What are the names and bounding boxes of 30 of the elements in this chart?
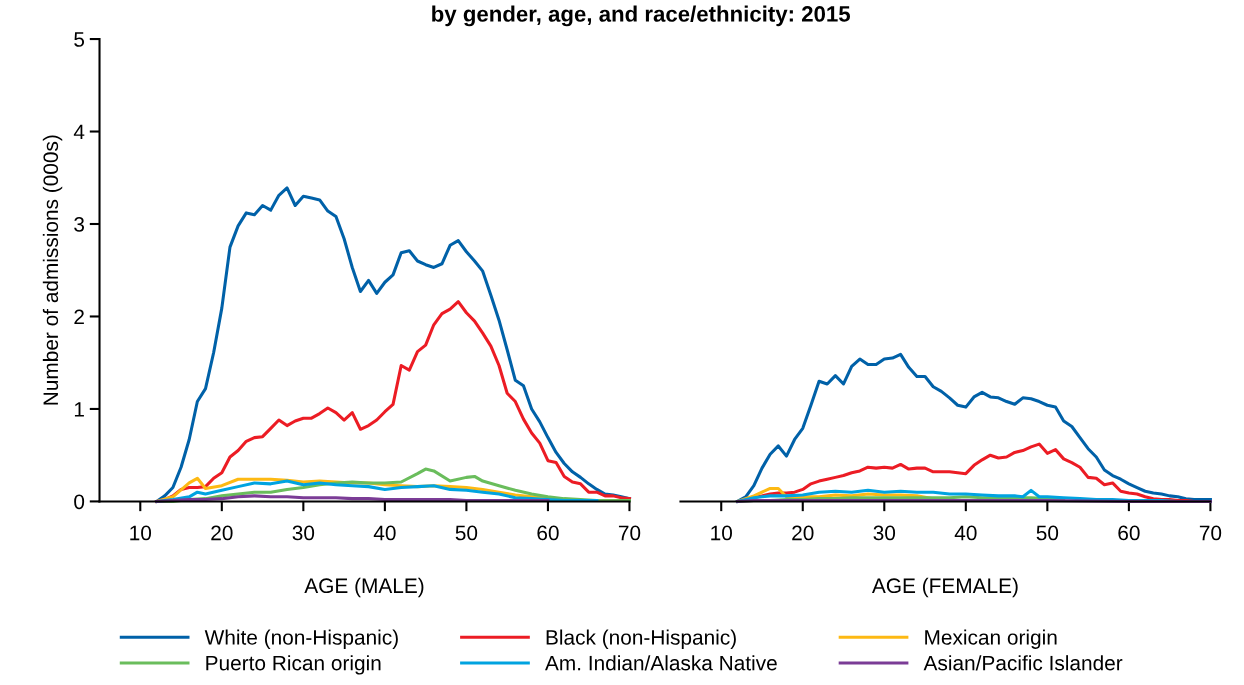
y-tick-label: 4 [73,124,85,140]
x-tick-label: 70 [1199,525,1222,541]
legend-label: Puerto Rican origin [206,655,381,675]
legend-label: Mexican origin [925,629,1057,649]
y-axis-title: Number of admissions (000s) [42,135,63,405]
x-tick-label: 60 [1118,525,1140,541]
x-tick-label: 50 [1036,525,1059,541]
legend-label: White (non-Hispanic) [204,629,398,649]
y-tick-label: 5 [74,32,85,47]
x-tick-label: 20 [211,525,233,541]
x-tick-label: 10 [711,525,733,541]
legend-label: Black (non-Hispanic) [546,629,736,649]
x-tick-label: 70 [618,525,641,541]
x-tick-label: 10 [130,525,152,541]
x-tick-label: 20 [792,525,814,541]
chart-title: by gender, age, and race/ethnicity: 2015 [432,5,851,27]
x-tick-label: 60 [537,525,559,541]
x-tick-label: 50 [455,525,478,541]
x-tick-label: 40 [373,525,396,541]
x-tick-label: 30 [292,525,315,541]
legend-label: Am. Indian/Alaska Native [545,655,777,671]
y-tick-label: 0 [74,494,85,510]
y-tick-label: 2 [74,309,84,325]
x-axis-title: AGE (MALE) [304,577,424,598]
y-tick-label: 1 [74,402,84,417]
x-tick-label: 40 [954,525,977,541]
x-tick-label: 30 [873,525,896,541]
legend-label: Asian/Pacific Islander [923,655,1123,671]
y-tick-label: 3 [74,217,85,232]
x-axis-title: AGE (FEMALE) [871,577,1018,598]
